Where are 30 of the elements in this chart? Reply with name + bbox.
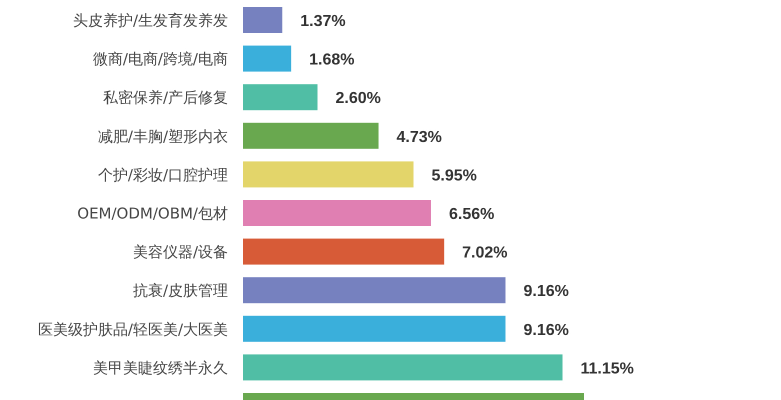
bar — [243, 238, 444, 265]
bar — [243, 84, 318, 110]
y-tick-label: 微商/电商/跨境/电商 — [92, 50, 228, 68]
y-tick-label: 头皮养护/生发育发养发 — [72, 12, 228, 30]
data-label: 7.02% — [462, 244, 508, 262]
bar — [243, 122, 379, 149]
data-label: 9.16% — [523, 322, 569, 339]
data-label: 6.56% — [448, 206, 494, 223]
y-tick-label: 美甲美睫纹绣半永久 — [93, 358, 228, 377]
data-label: 4.73% — [396, 128, 442, 146]
y-tick-label: 个护/彩妆/口腔护理 — [98, 166, 228, 184]
y-tick-label: 美容仪器/设备 — [132, 243, 228, 262]
data-label: 5.95% — [432, 167, 477, 184]
y-tick-label: 医美级护肤品/轻医美/大医美 — [38, 320, 228, 338]
bar — [243, 161, 414, 188]
y-tick-label: OEM/ODM/OBM/包材 — [77, 204, 228, 222]
bar — [243, 316, 506, 342]
bar — [243, 46, 292, 72]
y-tick-label: 私密保养/产后修复 — [102, 88, 228, 107]
data-label: 9.16% — [523, 283, 569, 300]
data-label: 1.37% — [300, 13, 346, 30]
data-label: 1.68% — [309, 52, 355, 69]
data-label: 11.15% — [580, 360, 634, 378]
bar — [243, 354, 563, 380]
data-label: 2.60% — [336, 90, 381, 108]
bar — [243, 277, 506, 304]
y-tick-label: 减肥/丰胸/塑形内衣 — [98, 127, 228, 146]
y-tick-label: 抗衰/皮肤管理 — [132, 282, 228, 300]
bar — [243, 7, 282, 33]
bar — [243, 200, 431, 226]
